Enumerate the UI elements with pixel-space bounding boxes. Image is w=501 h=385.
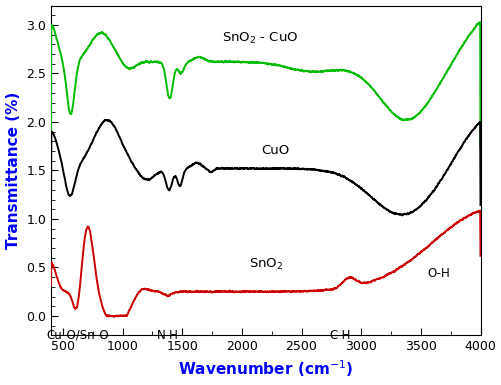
Text: C-H: C-H (328, 328, 350, 341)
Text: SnO$_2$ - CuO: SnO$_2$ - CuO (221, 30, 297, 45)
Text: CuO: CuO (261, 144, 289, 157)
Text: N-H: N-H (157, 328, 178, 341)
Text: Cu-O/Sn-O: Cu-O/Sn-O (46, 328, 108, 341)
X-axis label: Wavenumber (cm$^{-1}$): Wavenumber (cm$^{-1}$) (178, 359, 353, 380)
Y-axis label: Transmittance (%): Transmittance (%) (6, 92, 21, 249)
Text: O-H: O-H (426, 267, 449, 280)
Text: SnO$_2$: SnO$_2$ (248, 256, 282, 271)
